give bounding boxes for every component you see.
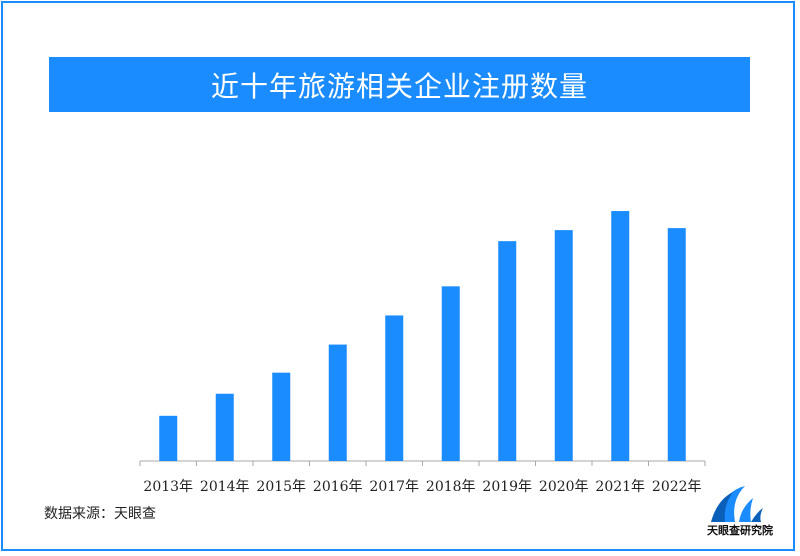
- bar-2014年: [215, 393, 234, 461]
- x-tick-label: 2017年: [369, 479, 419, 495]
- logo-text: 天眼查研究院: [707, 524, 773, 537]
- x-tick-label: 2021年: [595, 479, 645, 495]
- x-tick-label: 2020年: [539, 479, 589, 495]
- x-tick-label: 2013年: [143, 479, 193, 495]
- bar-2022年: [667, 228, 686, 461]
- bar-2021年: [611, 211, 630, 461]
- bar-2015年: [272, 372, 291, 461]
- x-tick-label: 2016年: [313, 479, 363, 495]
- x-tick-label: 2015年: [256, 479, 306, 495]
- x-tick-label: 2018年: [426, 479, 476, 495]
- logo-icon: [711, 486, 763, 522]
- chart-title: 近十年旅游相关企业注册数量: [210, 69, 588, 103]
- bar-2018年: [441, 286, 460, 461]
- x-tick-label: 2019年: [482, 479, 532, 495]
- bar-2017年: [385, 315, 404, 461]
- bar-2013年: [159, 415, 178, 461]
- data-source: 数据来源：天眼查: [44, 506, 156, 522]
- bar-2019年: [498, 241, 517, 461]
- logo: 天眼查研究院: [695, 478, 785, 548]
- title-banner: 近十年旅游相关企业注册数量: [49, 57, 750, 112]
- x-tick-label: 2022年: [652, 479, 702, 495]
- x-tick-label: 2014年: [200, 479, 250, 495]
- bar-2016年: [328, 344, 347, 461]
- bar-2020年: [554, 230, 573, 461]
